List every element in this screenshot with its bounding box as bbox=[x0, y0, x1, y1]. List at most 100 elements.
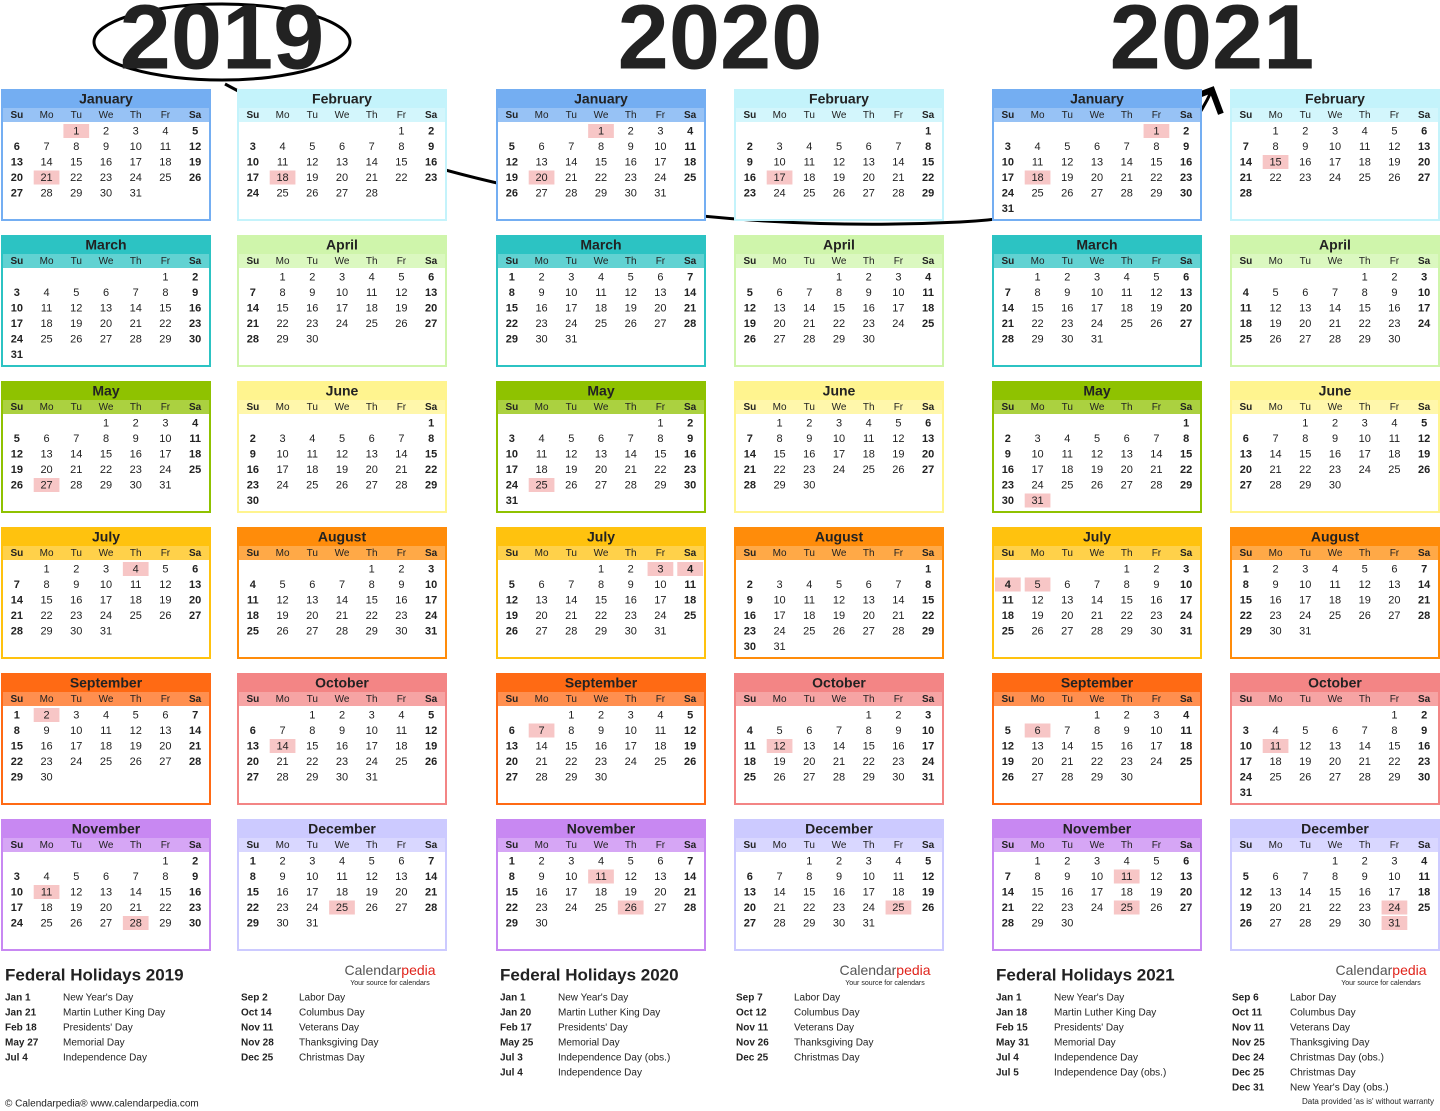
month-name: October bbox=[812, 675, 866, 691]
day-number: 28 bbox=[336, 625, 348, 637]
day-number: 17 bbox=[506, 464, 518, 476]
holiday-name: Independence Day bbox=[1054, 1053, 1138, 1064]
day-number: 25 bbox=[535, 479, 547, 491]
day-number: 13 bbox=[1240, 448, 1252, 460]
weekday-label: Tu bbox=[71, 110, 82, 121]
day-number: 2 bbox=[1064, 855, 1070, 867]
weekday-label: We bbox=[594, 402, 609, 413]
weekday-label: Sa bbox=[922, 110, 935, 121]
weekday-label: Tu bbox=[566, 402, 577, 413]
day-number: 23 bbox=[863, 318, 875, 330]
day-number: 20 bbox=[247, 756, 259, 768]
day-number: 16 bbox=[425, 156, 437, 168]
day-number: 7 bbox=[568, 579, 574, 591]
day-number: 16 bbox=[70, 594, 82, 606]
day-number: 7 bbox=[133, 871, 139, 883]
day-number: 6 bbox=[777, 287, 783, 299]
day-number: 16 bbox=[1180, 156, 1192, 168]
weekday-label: Mo bbox=[1269, 402, 1283, 413]
weekday-label: We bbox=[832, 548, 847, 559]
day-number: 20 bbox=[11, 172, 23, 184]
day-number: 5 bbox=[687, 709, 693, 721]
day-number: 4 bbox=[1362, 125, 1368, 137]
day-number: 12 bbox=[1031, 594, 1043, 606]
day-number: 5 bbox=[836, 579, 842, 591]
day-number: 11 bbox=[1329, 579, 1340, 591]
day-number: 3 bbox=[339, 271, 345, 283]
weekday-label: We bbox=[594, 110, 609, 121]
weekday-label: Su bbox=[743, 110, 756, 121]
day-number: 16 bbox=[1418, 740, 1430, 752]
day-number: 26 bbox=[744, 333, 756, 345]
day-number: 15 bbox=[654, 448, 666, 460]
day-number: 11 bbox=[41, 886, 52, 898]
day-number: 13 bbox=[306, 594, 318, 606]
day-number: 12 bbox=[1388, 141, 1400, 153]
month-name: June bbox=[823, 383, 856, 399]
day-number: 9 bbox=[1362, 871, 1368, 883]
weekday-label: Sa bbox=[922, 694, 935, 705]
holiday-date: Feb 15 bbox=[996, 1023, 1028, 1034]
weekday-label: Su bbox=[1239, 110, 1252, 121]
day-number: 21 bbox=[892, 610, 904, 622]
day-number: 23 bbox=[395, 610, 407, 622]
weekday-label: We bbox=[1328, 110, 1343, 121]
day-number: 18 bbox=[684, 594, 696, 606]
day-number: 15 bbox=[1240, 594, 1252, 606]
day-number: 11 bbox=[536, 448, 547, 460]
holiday-date: Sep 7 bbox=[736, 993, 763, 1004]
day-number: 17 bbox=[100, 594, 112, 606]
day-number: 20 bbox=[395, 886, 407, 898]
holiday-name: Presidents' Day bbox=[63, 1023, 133, 1034]
day-number: 21 bbox=[1061, 756, 1073, 768]
day-number: 8 bbox=[1273, 141, 1279, 153]
day-number: 8 bbox=[1094, 725, 1100, 737]
day-number: 29 bbox=[1180, 479, 1192, 491]
day-number: 26 bbox=[922, 902, 934, 914]
day-number: 16 bbox=[1388, 302, 1400, 314]
day-number: 31 bbox=[773, 641, 785, 653]
holiday-date: May 31 bbox=[996, 1038, 1030, 1049]
day-number: 25 bbox=[803, 187, 815, 199]
day-number: 17 bbox=[1299, 594, 1311, 606]
month-header bbox=[2, 236, 210, 254]
weekday-label: Su bbox=[246, 402, 259, 413]
day-number: 22 bbox=[1269, 172, 1281, 184]
day-number: 5 bbox=[509, 141, 515, 153]
day-number: 8 bbox=[280, 287, 286, 299]
day-number: 5 bbox=[747, 287, 753, 299]
day-number: 9 bbox=[192, 287, 198, 299]
day-number: 26 bbox=[1091, 479, 1103, 491]
day-number: 22 bbox=[100, 464, 112, 476]
day-number: 15 bbox=[247, 886, 259, 898]
day-number: 19 bbox=[1299, 756, 1311, 768]
weekday-label: Tu bbox=[804, 402, 815, 413]
day-number: 15 bbox=[366, 594, 378, 606]
day-number: 19 bbox=[773, 756, 785, 768]
day-number: 20 bbox=[425, 302, 437, 314]
day-number: 9 bbox=[103, 141, 109, 153]
day-number: 7 bbox=[1302, 871, 1308, 883]
day-number: 4 bbox=[1064, 433, 1070, 445]
day-number: 3 bbox=[1005, 141, 1011, 153]
weekday-label: Fr bbox=[1152, 402, 1162, 413]
day-number: 29 bbox=[40, 625, 52, 637]
day-number: 22 bbox=[565, 756, 577, 768]
day-number: 30 bbox=[189, 333, 201, 345]
day-number: 19 bbox=[1418, 448, 1430, 460]
day-number: 12 bbox=[70, 302, 82, 314]
day-number: 22 bbox=[366, 610, 378, 622]
day-number: 21 bbox=[625, 464, 637, 476]
day-number: 1 bbox=[1302, 417, 1308, 429]
day-number: 1 bbox=[598, 125, 604, 137]
day-number: 1 bbox=[1094, 709, 1100, 721]
day-number: 6 bbox=[925, 417, 931, 429]
weekday-label: Fr bbox=[161, 110, 171, 121]
day-number: 1 bbox=[44, 563, 50, 575]
day-number: 2 bbox=[628, 125, 634, 137]
weekday-label: Su bbox=[10, 694, 23, 705]
day-number: 12 bbox=[684, 725, 696, 737]
day-number: 11 bbox=[130, 579, 141, 591]
day-number: 2 bbox=[1064, 271, 1070, 283]
day-number: 4 bbox=[162, 125, 168, 137]
